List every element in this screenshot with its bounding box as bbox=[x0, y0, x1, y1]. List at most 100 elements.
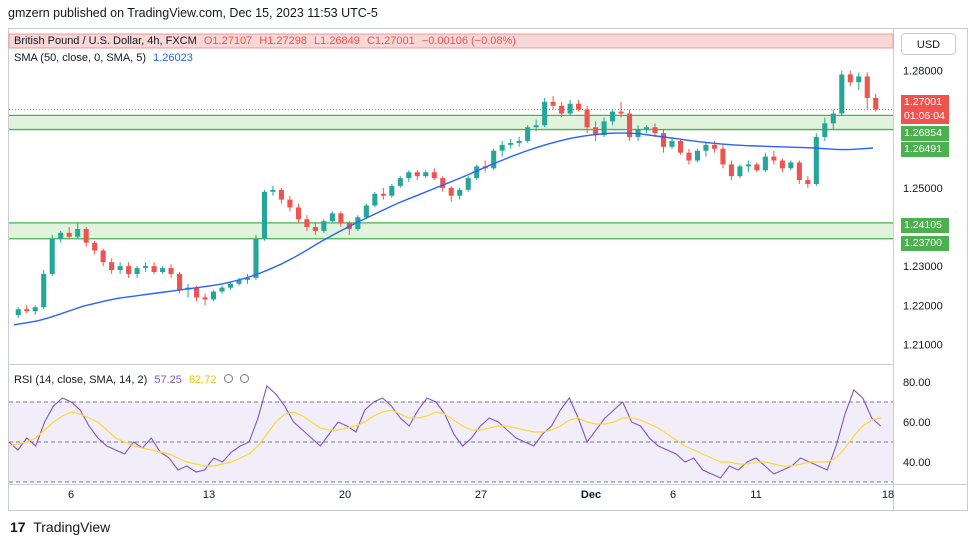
candle-body bbox=[516, 140, 522, 143]
candle-body bbox=[720, 148, 726, 165]
candle-body bbox=[448, 187, 454, 196]
candle-body bbox=[253, 238, 259, 278]
candle-body bbox=[134, 268, 140, 274]
candle-body bbox=[864, 76, 870, 98]
candle-body bbox=[686, 152, 692, 161]
candle-body bbox=[525, 127, 531, 141]
time-axis-divider bbox=[8, 484, 968, 485]
candle-body bbox=[295, 207, 301, 220]
rsi-value: 57.25 bbox=[154, 374, 182, 386]
title-highlight-band bbox=[8, 33, 894, 49]
candle-body bbox=[745, 164, 751, 167]
candle-body bbox=[423, 172, 429, 177]
candle-body bbox=[338, 213, 344, 224]
candle-body bbox=[550, 101, 556, 106]
sma-label[interactable]: SMA (50, close, 0, SMA, 5) bbox=[14, 52, 147, 64]
candle-body bbox=[389, 185, 395, 196]
candle-body bbox=[193, 287, 200, 298]
rsi-legend: RSI (14, close, SMA, 14, 2) 57.25 62.72 bbox=[14, 374, 253, 386]
candle-body bbox=[813, 137, 819, 184]
zone-rect-2 bbox=[9, 222, 893, 239]
candle-body bbox=[24, 309, 30, 312]
candle-body bbox=[652, 127, 658, 134]
rsi-axis-tick: 60.00 bbox=[903, 417, 931, 429]
chart-frame bbox=[8, 28, 968, 511]
candle-body bbox=[66, 232, 72, 237]
candle-body bbox=[873, 97, 879, 110]
rsi-axis-tick: 40.00 bbox=[903, 457, 931, 469]
zone2-bottom-label: 1.23700 bbox=[901, 236, 949, 251]
candle-body bbox=[601, 121, 607, 136]
high-value: H1.27298 bbox=[259, 35, 307, 47]
rsi-ma-line bbox=[8, 409, 881, 467]
candle-body bbox=[567, 103, 573, 114]
candle-body bbox=[830, 113, 836, 124]
price-axis-divider bbox=[893, 28, 894, 511]
candle-body bbox=[58, 232, 64, 239]
candle-body bbox=[694, 150, 701, 161]
candle-body bbox=[397, 178, 403, 186]
candle-body bbox=[703, 144, 709, 151]
candle-body bbox=[41, 273, 47, 308]
publisher-header: gmzern published on TradingView.com, Dec… bbox=[8, 6, 378, 20]
sma-legend: SMA (50, close, 0, SMA, 5) 1.26023 bbox=[14, 52, 197, 64]
candle-body bbox=[270, 189, 276, 192]
pane-divider[interactable] bbox=[8, 364, 893, 365]
candle-body bbox=[677, 140, 684, 153]
candle-body bbox=[177, 273, 183, 290]
time-axis-tick: 27 bbox=[475, 489, 487, 501]
zone2-top-label: 1.24105 bbox=[901, 218, 949, 233]
candle-body bbox=[380, 193, 386, 196]
candle-body bbox=[559, 105, 565, 114]
candle-body bbox=[839, 74, 845, 114]
candle-body bbox=[363, 205, 369, 218]
rsi-ma-value: 62.72 bbox=[188, 374, 217, 386]
candle-body bbox=[542, 101, 548, 126]
candle-body bbox=[805, 180, 811, 184]
main-legend: British Pound / U.S. Dollar, 4h, FXCM O1… bbox=[14, 35, 520, 47]
zone1-bottom-label: 1.26491 bbox=[901, 142, 949, 157]
price-axis-tick: 1.28000 bbox=[903, 66, 943, 78]
candle-body bbox=[414, 172, 420, 177]
rsi-axis-tick: 80.00 bbox=[903, 377, 931, 389]
sma-line bbox=[13, 132, 874, 326]
candle-body bbox=[457, 189, 463, 196]
candle-body bbox=[100, 250, 106, 263]
countdown-label: 01:06:04 bbox=[901, 109, 949, 124]
candle-body bbox=[576, 103, 582, 110]
candle-body bbox=[626, 113, 633, 138]
open-value: O1.27107 bbox=[203, 35, 253, 47]
candle-body bbox=[491, 150, 497, 169]
candle-body bbox=[508, 142, 514, 145]
candle-body bbox=[160, 268, 166, 273]
time-axis-tick: 6 bbox=[68, 489, 74, 501]
rsi-dot-icon bbox=[239, 374, 249, 383]
candle-body bbox=[304, 219, 310, 228]
candle-body bbox=[754, 164, 760, 171]
price-axis-tick: 1.25000 bbox=[903, 183, 943, 195]
price-axis-tick: 1.21000 bbox=[903, 339, 943, 351]
candle-body bbox=[499, 144, 505, 151]
candle-body bbox=[465, 178, 471, 190]
currency-selector-button[interactable]: USD bbox=[901, 33, 956, 55]
footer-branding[interactable]: 17 TradingView bbox=[10, 519, 110, 535]
candle-body bbox=[643, 127, 650, 130]
candle-body bbox=[329, 213, 335, 222]
candle-body bbox=[440, 178, 446, 188]
candle-body bbox=[168, 268, 174, 274]
candle-body bbox=[660, 133, 667, 147]
candle-body bbox=[126, 266, 132, 274]
candle-body bbox=[278, 189, 284, 200]
candle-body bbox=[143, 266, 149, 269]
candle-body bbox=[321, 221, 327, 231]
candle-body bbox=[618, 111, 624, 114]
candle-body bbox=[796, 162, 802, 181]
symbol-title[interactable]: British Pound / U.S. Dollar, 4h, FXCM bbox=[14, 35, 197, 47]
rsi-dot-icon bbox=[223, 374, 233, 383]
rsi-label[interactable]: RSI (14, close, SMA, 14, 2) bbox=[14, 374, 148, 386]
candle-body bbox=[109, 262, 115, 271]
zone1-top-label: 1.26854 bbox=[901, 126, 949, 141]
candle-body bbox=[788, 162, 794, 169]
candle-body bbox=[584, 109, 590, 128]
